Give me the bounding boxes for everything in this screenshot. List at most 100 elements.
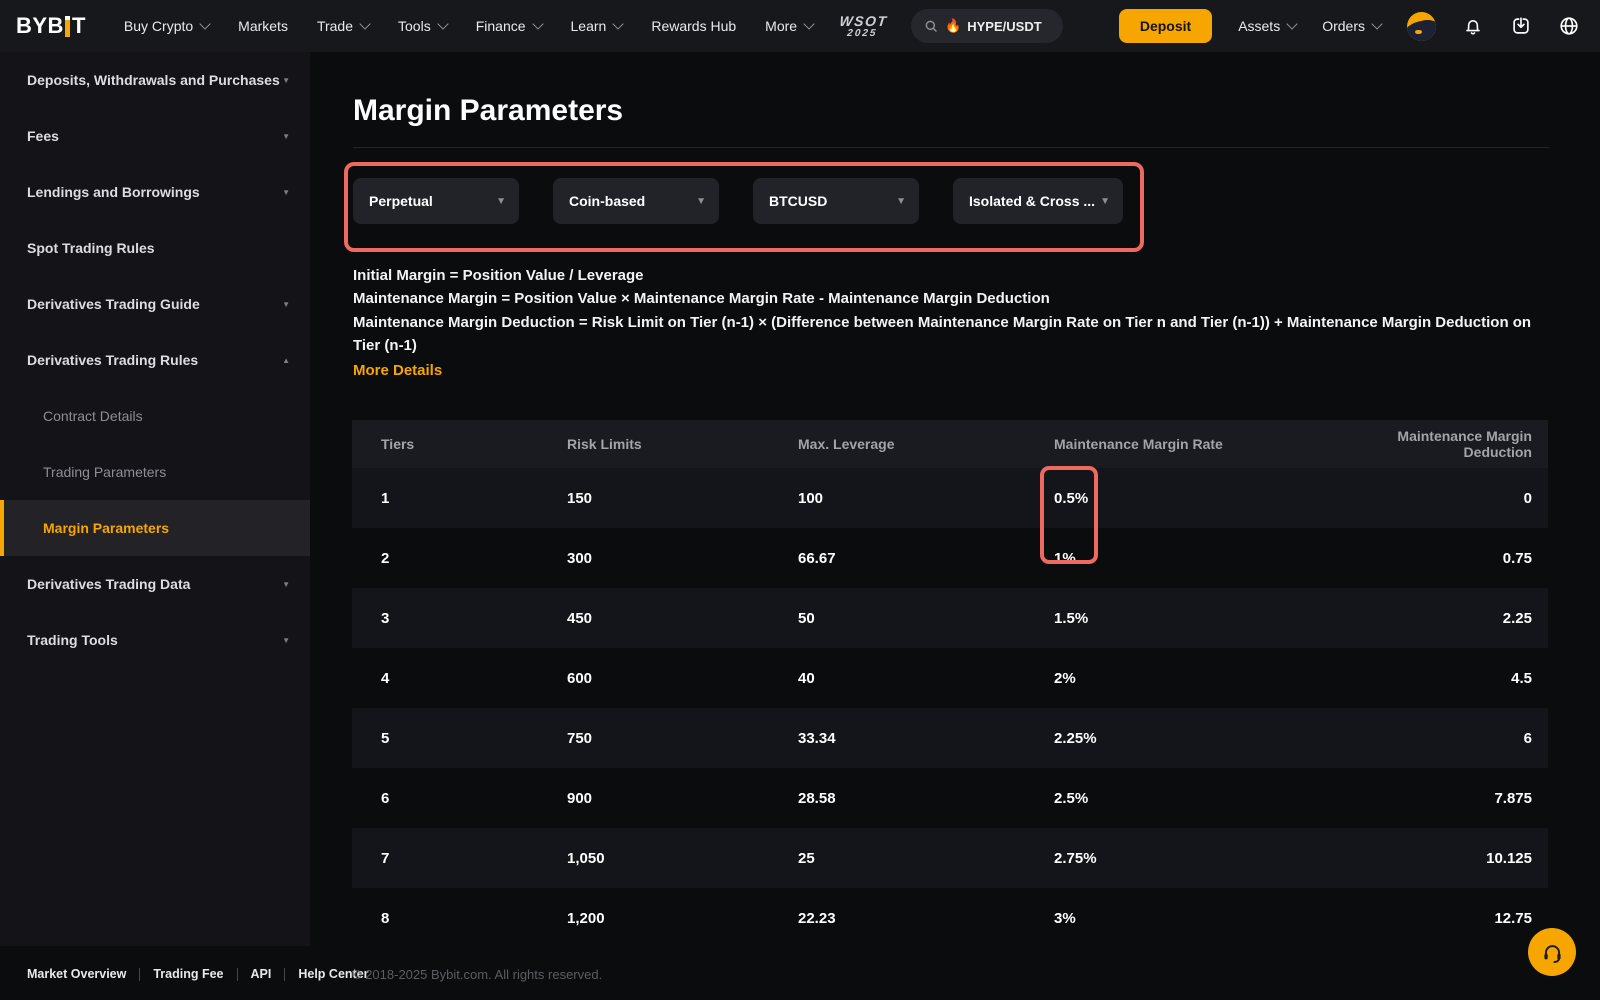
column-header-maintenance-margin-rate: Maintenance Margin Rate: [1054, 436, 1223, 452]
headset-icon: [1543, 944, 1561, 963]
table-cell: 600: [567, 669, 593, 687]
footer-link-help-center[interactable]: Help Center: [298, 967, 369, 981]
bybit-logo[interactable]: BYB T: [16, 13, 86, 39]
sidebar-item-trading-parameters[interactable]: Trading Parameters: [0, 444, 310, 500]
nav-item-buy-crypto[interactable]: Buy Crypto: [123, 18, 211, 34]
sidebar-item-derivatives-trading-guide[interactable]: Derivatives Trading Guide ▼: [0, 276, 310, 332]
nav-item-more[interactable]: More: [765, 18, 815, 34]
search-box[interactable]: 🔥 HYPE/USDT: [911, 9, 1064, 43]
table-row-tier-6: 6 900 28.58 2.5% 7.875: [352, 768, 1548, 828]
title-divider: [353, 147, 1549, 148]
more-details-link[interactable]: More Details: [353, 361, 443, 379]
footer-link-api[interactable]: API: [250, 967, 272, 981]
chevron-down-icon: [803, 18, 815, 30]
column-header-max-leverage: Max. Leverage: [798, 436, 895, 452]
filter-selected-value: BTCUSD: [769, 193, 828, 209]
chevron-up-icon: ▲: [282, 355, 290, 365]
footer-separator: [284, 967, 286, 981]
sidebar-item-margin-parameters[interactable]: Margin Parameters: [0, 500, 310, 556]
chevron-down-icon: [1371, 18, 1383, 30]
nav-item-label: Buy Crypto: [123, 18, 194, 34]
chevron-down-icon: ▼: [282, 131, 290, 141]
sidebar-item-lendings-and-borrowings[interactable]: Lendings and Borrowings ▼: [0, 164, 310, 220]
table-cell: 4.5: [1511, 669, 1532, 687]
table-cell: 3: [381, 609, 390, 627]
sidebar-item-contract-details[interactable]: Contract Details: [0, 388, 310, 444]
wsot-2025-badge[interactable]: WSOT 2025: [838, 12, 889, 39]
avatar[interactable]: [1407, 11, 1436, 41]
footer-link-trading-fee[interactable]: Trading Fee: [153, 967, 224, 981]
table-cell: 5: [381, 729, 390, 747]
nav-item-finance[interactable]: Finance: [475, 18, 544, 34]
footer-separator: [236, 967, 238, 981]
orders-menu[interactable]: Orders: [1322, 18, 1383, 34]
filter-selected-value: Perpetual: [369, 193, 433, 209]
assets-menu-label: Assets: [1238, 18, 1281, 34]
nav-item-label: Tools: [398, 18, 431, 34]
sidebar-item-fees[interactable]: Fees ▼: [0, 108, 310, 164]
table-cell: 300: [567, 549, 593, 567]
sidebar-item-label: Derivatives Trading Data: [27, 576, 191, 592]
table-cell: 1: [381, 489, 390, 507]
sidebar-item-derivatives-trading-data[interactable]: Derivatives Trading Data ▼: [0, 556, 310, 612]
deposit-button[interactable]: Deposit: [1118, 9, 1213, 43]
orders-menu-label: Orders: [1322, 18, 1365, 34]
table-cell: 100: [798, 489, 824, 507]
sidebar-item-derivatives-trading-rules[interactable]: Derivatives Trading Rules ▲: [0, 332, 310, 388]
chevron-down-icon: [199, 18, 211, 30]
sidebar-item-deposits-withdrawals-and-purchases[interactable]: Deposits, Withdrawals and Purchases ▼: [0, 52, 310, 108]
sidebar-item-trading-tools[interactable]: Trading Tools ▼: [0, 612, 310, 668]
filter-dropdown-isolated-cross[interactable]: Isolated & Cross ... ▼: [953, 178, 1123, 224]
formula-line: Maintenance Margin Deduction = Risk Limi…: [353, 313, 1532, 355]
nav-item-label: Trade: [316, 18, 354, 34]
footer-separator: [139, 967, 141, 981]
assets-menu[interactable]: Assets: [1238, 18, 1298, 34]
docs-sidebar: Deposits, Withdrawals and Purchases ▼ Fees…: [0, 52, 310, 946]
table-cell: 2.25: [1502, 609, 1532, 627]
navbar-right-cluster: Deposit Assets Orders: [1118, 9, 1580, 43]
sidebar-item-label: Margin Parameters: [43, 520, 170, 536]
table-cell: 25: [798, 849, 815, 867]
sidebar-item-spot-trading-rules[interactable]: Spot Trading Rules: [0, 220, 310, 276]
sidebar-item-label: Spot Trading Rules: [27, 240, 155, 256]
table-cell: 1%: [1054, 549, 1076, 567]
chevron-down-icon: ▼: [282, 299, 290, 309]
filter-dropdown-coin-based[interactable]: Coin-based ▼: [553, 178, 719, 224]
nav-item-learn[interactable]: Learn: [570, 18, 624, 34]
table-cell: 450: [567, 609, 593, 627]
language-button[interactable]: [1558, 15, 1580, 37]
page-footer: Market Overview Trading Fee API Help Center…: [0, 958, 1600, 990]
table-row-tier-7: 7 1,050 25 2.75% 10.125: [352, 828, 1548, 888]
footer-link-market-overview[interactable]: Market Overview: [27, 967, 127, 981]
table-cell: 1,050: [567, 849, 605, 867]
logo-text-left: BYB: [16, 13, 64, 38]
support-chat-button[interactable]: [1528, 928, 1576, 976]
table-cell: 4: [381, 669, 390, 687]
notifications-button[interactable]: [1462, 15, 1484, 37]
table-header-row: Tiers Risk Limits Max. Leverage Maintenance…: [352, 420, 1548, 468]
chevron-down-icon: [437, 18, 449, 30]
table-cell: 2.75%: [1054, 849, 1097, 867]
chevron-down-icon: ▼: [282, 75, 290, 85]
column-header-maintenance-margin-deduction: Maintenance Margin Deduction: [1397, 428, 1532, 460]
main-nav-menu: Buy Crypto Markets Trade Tools Finance Learn R…: [123, 18, 815, 34]
nav-item-tools[interactable]: Tools: [398, 18, 449, 34]
table-cell: 7: [381, 849, 390, 867]
sidebar-item-label: Lendings and Borrowings: [27, 184, 200, 200]
page-title: Margin Parameters: [353, 94, 624, 127]
table-cell: 0.5%: [1054, 489, 1089, 507]
nav-item-label: Learn: [570, 18, 607, 34]
filter-dropdown-btcusd[interactable]: BTCUSD ▼: [753, 178, 919, 224]
table-cell: 150: [567, 489, 593, 507]
download-app-button[interactable]: [1510, 15, 1532, 37]
wsot-badge-line1: WSOT: [838, 12, 889, 29]
filter-dropdown-perpetual[interactable]: Perpetual ▼: [353, 178, 519, 224]
nav-item-label: Finance: [475, 18, 526, 34]
sidebar-item-label: Trading Parameters: [43, 464, 167, 480]
nav-item-rewards-hub[interactable]: Rewards Hub: [651, 18, 736, 34]
table-cell: 22.23: [798, 909, 836, 927]
nav-item-markets[interactable]: Markets: [238, 18, 288, 34]
chevron-down-icon: ▼: [496, 195, 506, 207]
table-cell: 7.875: [1494, 789, 1532, 807]
nav-item-trade[interactable]: Trade: [316, 18, 371, 34]
